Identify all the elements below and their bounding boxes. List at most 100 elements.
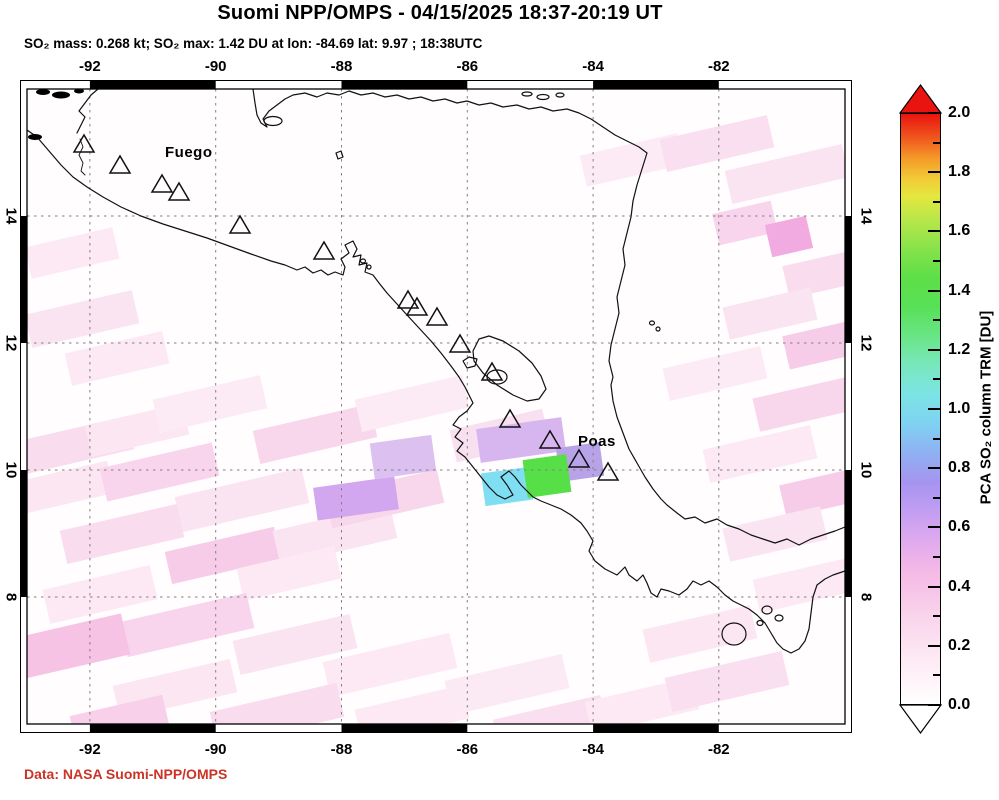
so2-pixel-patch	[642, 605, 758, 663]
page-title: Suomi NPP/OMPS - 04/15/2025 18:37-20:19 …	[217, 2, 663, 24]
longitude-tick-label-top: -82	[707, 58, 730, 75]
colorbar-tick-label: 1.4	[948, 281, 971, 299]
coastline-group	[27, 89, 845, 654]
volcano-name-label: Poas	[578, 433, 616, 450]
colorbar-tick-label: 1.6	[948, 222, 971, 240]
volcano-marker	[567, 448, 591, 468]
grid-layer	[27, 89, 845, 724]
so2-pixel-patch	[702, 425, 818, 483]
colorbar-minor-tick	[933, 319, 940, 322]
colorbar-major-tick	[928, 408, 940, 410]
so2-pixel-patch	[476, 417, 566, 463]
volcano-marker	[396, 289, 420, 309]
colorbar-major-tick	[928, 289, 940, 292]
colorbar-tick-label: 1.8	[948, 163, 971, 181]
so2-pixel-patch	[252, 403, 378, 465]
so2-pixel-patch	[712, 200, 778, 246]
so2-pixel-patch	[522, 454, 572, 498]
so2-pixel-patch	[764, 215, 814, 258]
volcano-marker	[596, 461, 620, 481]
so2-pixel-patch	[313, 476, 399, 521]
coastal-lagoon	[52, 91, 70, 99]
coastal-lagoon	[36, 89, 50, 95]
colorbar-major-tick	[928, 644, 940, 647]
longitude-tick-label-bottom: -90	[204, 741, 227, 758]
so2-pixel-patch	[579, 133, 685, 187]
island-outline	[761, 605, 773, 615]
volcano-marker	[538, 429, 562, 449]
colorbar-title: PCA SO₂ column TRM [DU]	[977, 310, 995, 505]
so2-pixel-patch	[64, 331, 170, 386]
colorbar-major-tick	[928, 526, 940, 529]
so2-pixel-patch	[152, 375, 268, 433]
ometepe-island-outline	[486, 369, 508, 385]
frame-black-segment	[21, 470, 27, 597]
so2-pixel-patch	[662, 346, 768, 401]
so2-pixel-patch	[27, 613, 131, 679]
lake-izabal-outline	[263, 115, 283, 127]
volcano-marker	[72, 133, 96, 153]
so2-pixel-patch	[232, 613, 358, 676]
colorbar-major-tick	[928, 585, 940, 588]
volcano-marker	[108, 154, 132, 174]
volcano-marker	[425, 306, 449, 326]
colorbar-major-tick	[928, 704, 940, 706]
frame-black-segment	[845, 470, 851, 597]
so2-pixel-patch	[752, 376, 845, 432]
latitude-tick-label-left: 10	[2, 461, 20, 479]
island-outline	[721, 622, 747, 646]
longitude-tick-label-bottom: -82	[707, 741, 730, 758]
colorbar-major-tick	[928, 171, 940, 174]
frame-black-segment	[89, 81, 216, 89]
latitude-tick-label-left: 14	[2, 207, 20, 225]
lake-yojoa-outline	[335, 150, 344, 160]
island-outline	[536, 93, 550, 101]
colorbar-tick-label: 1.2	[948, 340, 971, 358]
map-outer-frame	[20, 80, 852, 733]
longitude-tick-label-top: -92	[79, 58, 101, 75]
so2-stats-subtitle: SO₂ mass: 0.268 kt; SO₂ max: 1.42 DU at …	[24, 36, 483, 51]
longitude-tick-label-bottom: -86	[456, 741, 479, 758]
colorbar-minor-tick	[933, 437, 940, 440]
colorbar-over-range-arrow	[898, 83, 943, 114]
map-canvas: Fuego Poas	[20, 80, 852, 733]
so2-pixel-patch	[369, 434, 437, 480]
so2-pixel-patch	[752, 555, 845, 613]
so2-pixel-patch	[664, 650, 790, 713]
longitude-tick-label-bottom: -84	[582, 741, 604, 758]
island-outline	[648, 320, 656, 326]
colorbar-tick-label: 0.6	[948, 518, 971, 536]
frame-black-segment	[89, 724, 216, 732]
latitude-tick-label-right: 14	[857, 207, 875, 225]
so2-pixel-patch	[782, 248, 845, 299]
volcano-marker	[312, 240, 336, 260]
frame-black-segment	[593, 81, 719, 89]
colorbar-major-tick	[928, 112, 940, 114]
volcano-marker	[480, 361, 504, 381]
lake-managua-outline	[462, 356, 478, 369]
so2-pixel-patch	[779, 469, 845, 518]
colorbar-minor-tick	[933, 378, 940, 381]
colorbar-under-range-arrow	[898, 704, 943, 735]
so2-pixel-patch	[722, 287, 818, 340]
colorbar-tick-label: 0.2	[948, 636, 971, 654]
pacific-coastline	[27, 129, 845, 654]
so2-pixel-patch	[659, 115, 775, 172]
frame-black-segment	[593, 724, 719, 732]
river-line	[78, 138, 86, 176]
data-source-credit: Data: NASA Suomi-NPP/OMPS	[24, 766, 228, 782]
frame-black-segment	[21, 216, 27, 343]
lake-nicaragua-outline	[472, 335, 547, 402]
so2-pixel-patch	[59, 503, 185, 565]
colorbar-tick-label: 0.0	[948, 696, 971, 713]
so2-pixel-patch	[493, 695, 607, 724]
so2-pixel-patch	[69, 694, 170, 724]
colorbar-minor-tick	[933, 674, 940, 677]
longitude-tick-label-top: -88	[330, 58, 353, 75]
island-outline	[756, 619, 764, 627]
border-line	[76, 89, 99, 134]
so2-pixel-patch	[27, 290, 140, 348]
so2-pixel-patch	[444, 653, 570, 716]
colorbar-tick-label: 2.0	[948, 104, 971, 121]
